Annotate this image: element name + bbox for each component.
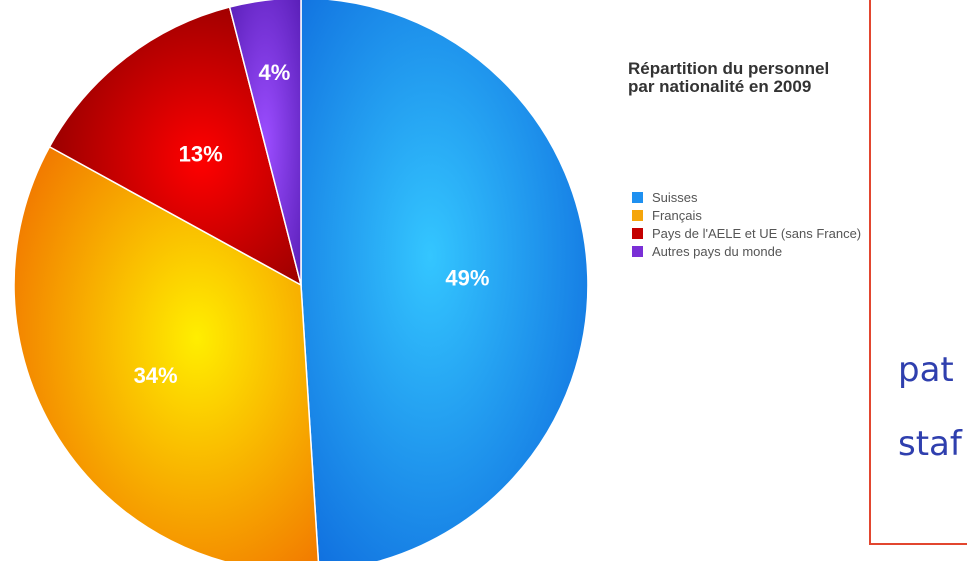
pie-slice-suisses	[300, 0, 589, 561]
legend-swatch-suisses	[632, 191, 643, 203]
legend-item-autres-pays: Autres pays du monde	[632, 242, 861, 260]
pie-slice-aele-ue	[48, 6, 303, 287]
chart-title-line-1: Répartition du personnel	[628, 59, 830, 78]
data-label-aele-ue: 13%	[179, 142, 223, 167]
chart-title-line-2: par nationalité en 2009	[628, 77, 812, 96]
pie-slice-autres-pays	[228, 0, 302, 286]
legend-label-suisses: Suisses	[652, 189, 698, 205]
legend-label-autres-pays: Autres pays du monde	[652, 243, 783, 259]
legend-swatch-autres-pays	[632, 245, 643, 257]
overlay-text-2: staf	[898, 424, 962, 464]
legend-item-aele-ue: Pays de l'AELE et UE (sans France)	[632, 224, 861, 242]
chart-legend: Suisses Français Pays de l'AELE et UE (s…	[632, 188, 861, 260]
legend-item-francais: Français	[632, 206, 861, 224]
pie-slice-francais	[13, 145, 320, 561]
overlay-text-1: pat	[898, 350, 954, 390]
legend-item-suisses: Suisses	[632, 188, 861, 206]
chart-title: Répartition du personnel par nationalité…	[628, 60, 948, 96]
data-label-francais: 34%	[134, 363, 178, 388]
legend-label-francais: Français	[652, 207, 702, 223]
legend-label-aele-ue: Pays de l'AELE et UE (sans France)	[652, 225, 862, 241]
legend-swatch-francais	[632, 209, 643, 221]
highlight-frame	[869, 0, 967, 545]
data-label-suisses: 49%	[445, 266, 489, 291]
data-label-autres-pays: 4%	[259, 60, 291, 85]
legend-swatch-aele-ue	[632, 227, 643, 239]
